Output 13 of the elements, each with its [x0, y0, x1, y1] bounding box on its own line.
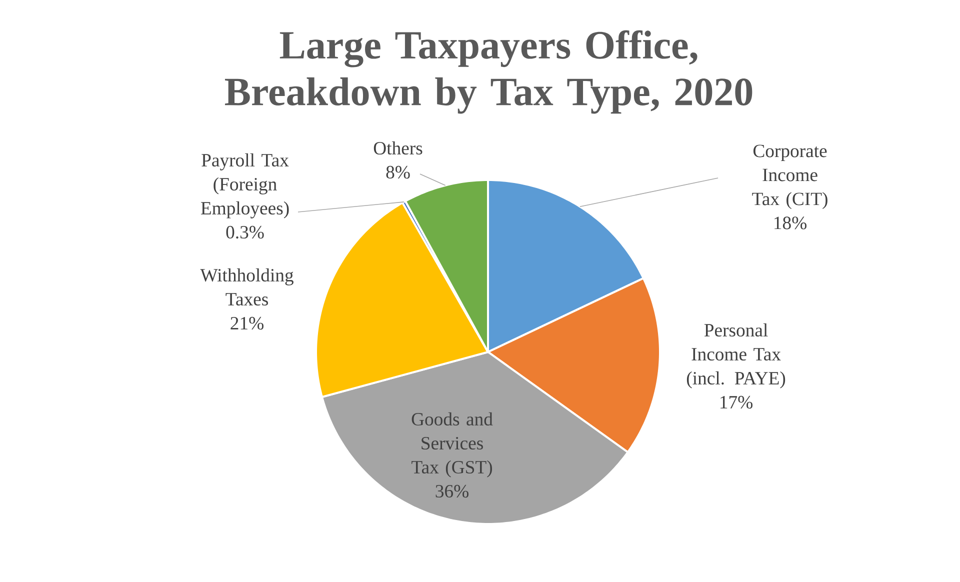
data-label: 0.3% [226, 226, 264, 239]
data-label: 36% [436, 484, 468, 498]
data-label: 18% [774, 216, 806, 230]
data-label: 21% [230, 316, 264, 330]
slice-label: Payroll Tax (Foreign Employees) [200, 153, 289, 218]
slice-label: Withholding Taxes [200, 268, 294, 306]
slice-label: Personal Income Tax (incl. PAYE) [686, 323, 786, 388]
chart-title: Large Taxpayers Office, Breakdown by Tax Type, 2020 [224, 30, 752, 114]
slice-label: Goods and Services Tax (GST) [412, 412, 493, 478]
slice-label: Corporate Income Tax (CIT) [752, 144, 828, 210]
data-label: 8% [386, 166, 410, 179]
slice-label: Others [374, 141, 422, 155]
data-label: 17% [720, 396, 752, 409]
